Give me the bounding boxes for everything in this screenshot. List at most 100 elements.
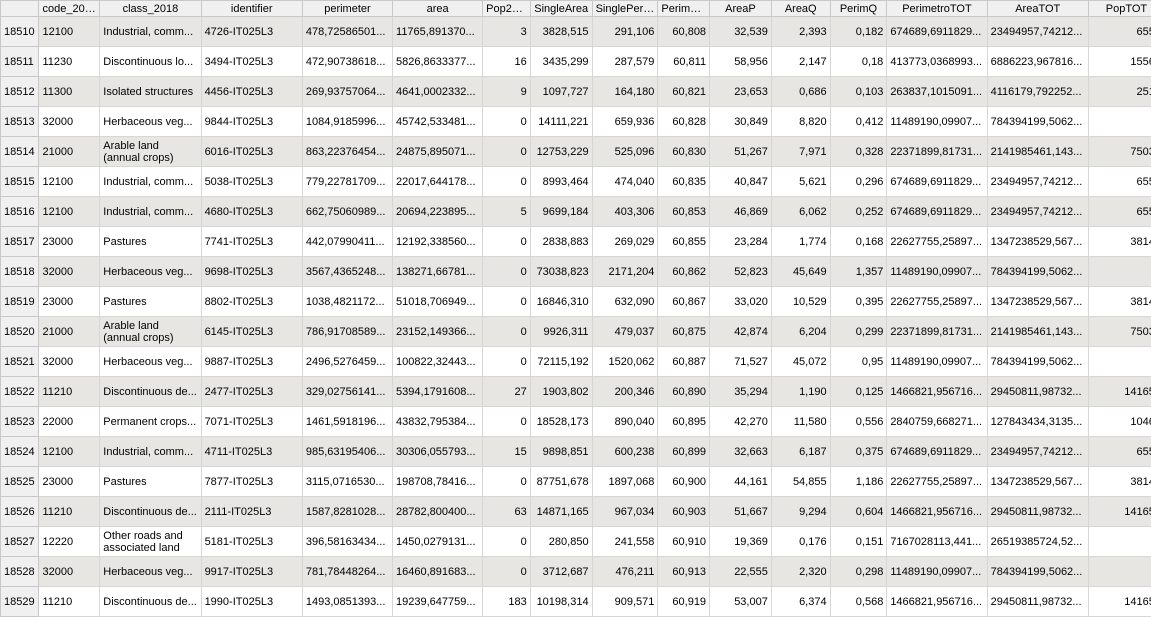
cell-identifier[interactable]: 7071-IT025L3 — [201, 407, 302, 437]
cell-class-2018[interactable]: Industrial, comm... — [100, 17, 201, 47]
row-header[interactable]: 18525 — [1, 467, 39, 497]
cell-poptot[interactable]: 141656 — [1088, 377, 1151, 407]
row-header[interactable]: 18510 — [1, 17, 39, 47]
cell-poptot[interactable]: 75034 — [1088, 137, 1151, 167]
cell-singleperim[interactable]: 890,040 — [592, 407, 658, 437]
cell-areaq[interactable]: 6,187 — [771, 437, 830, 467]
row-header[interactable]: 18516 — [1, 197, 39, 227]
cell-code-2018[interactable]: 11210 — [39, 587, 100, 617]
cell-pop2018[interactable]: 0 — [483, 257, 531, 287]
cell-perimq[interactable]: 0,252 — [830, 197, 887, 227]
cell-singleperim[interactable]: 1520,062 — [592, 347, 658, 377]
cell-perimeter[interactable]: 442,07990411... — [302, 227, 392, 257]
cell-perimetrotot[interactable]: 263837,1015091... — [887, 77, 987, 107]
cell-pop2018[interactable]: 0 — [483, 557, 531, 587]
cell-areatot[interactable]: 29450811,98732... — [987, 497, 1088, 527]
select-all-corner[interactable] — [1, 1, 39, 17]
cell-pop2018[interactable]: 27 — [483, 377, 531, 407]
cell-perimq[interactable]: 0,298 — [830, 557, 887, 587]
cell-areap[interactable]: 32,663 — [710, 437, 772, 467]
cell-pop2018[interactable]: 183 — [483, 587, 531, 617]
cell-code-2018[interactable]: 11230 — [39, 47, 100, 77]
cell-identifier[interactable]: 5181-IT025L3 — [201, 527, 302, 557]
cell-perimp[interactable]: 60,862 — [658, 257, 710, 287]
cell-areatot[interactable]: 1347238529,567... — [987, 287, 1088, 317]
cell-identifier[interactable]: 2477-IT025L3 — [201, 377, 302, 407]
cell-perimetrotot[interactable]: 11489190,09907... — [887, 557, 987, 587]
cell-class-2018[interactable]: Industrial, comm... — [100, 167, 201, 197]
cell-poptot[interactable]: 15566 — [1088, 47, 1151, 77]
cell-perimeter[interactable]: 472,90738618... — [302, 47, 392, 77]
cell-perimeter[interactable]: 396,58163434... — [302, 527, 392, 557]
cell-areaq[interactable]: 1,774 — [771, 227, 830, 257]
cell-code-2018[interactable]: 32000 — [39, 107, 100, 137]
cell-areap[interactable]: 33,020 — [710, 287, 772, 317]
cell-areaq[interactable]: 54,855 — [771, 467, 830, 497]
cell-class-2018[interactable]: Other roads and associated land — [100, 527, 201, 557]
cell-areaq[interactable]: 45,072 — [771, 347, 830, 377]
row-header[interactable]: 18527 — [1, 527, 39, 557]
cell-areap[interactable]: 46,869 — [710, 197, 772, 227]
cell-poptot[interactable]: 0 — [1088, 347, 1151, 377]
cell-class-2018[interactable]: Permanent crops... — [100, 407, 201, 437]
cell-perimp[interactable]: 60,890 — [658, 377, 710, 407]
cell-areap[interactable]: 53,007 — [710, 587, 772, 617]
cell-areatot[interactable]: 23494957,74212... — [987, 197, 1088, 227]
cell-areatot[interactable]: 23494957,74212... — [987, 437, 1088, 467]
cell-poptot[interactable]: 0 — [1088, 257, 1151, 287]
cell-code-2018[interactable]: 32000 — [39, 557, 100, 587]
cell-singlearea[interactable]: 12753,229 — [530, 137, 592, 167]
cell-area[interactable]: 51018,706949... — [393, 287, 483, 317]
cell-areatot[interactable]: 2141985461,143... — [987, 137, 1088, 167]
row-header[interactable]: 18512 — [1, 77, 39, 107]
cell-areaq[interactable]: 2,320 — [771, 557, 830, 587]
row-header[interactable]: 18518 — [1, 257, 39, 287]
cell-singleperim[interactable]: 164,180 — [592, 77, 658, 107]
cell-area[interactable]: 138271,66781... — [393, 257, 483, 287]
cell-perimq[interactable]: 0,395 — [830, 287, 887, 317]
cell-singleperim[interactable]: 291,106 — [592, 17, 658, 47]
row-header[interactable]: 18520 — [1, 317, 39, 347]
cell-areatot[interactable]: 6886223,967816... — [987, 47, 1088, 77]
column-header-pop2018[interactable]: Pop2018 — [483, 1, 531, 17]
cell-areaq[interactable]: 11,580 — [771, 407, 830, 437]
cell-perimetrotot[interactable]: 674689,6911829... — [887, 437, 987, 467]
row-header[interactable]: 18528 — [1, 557, 39, 587]
cell-perimq[interactable]: 0,151 — [830, 527, 887, 557]
cell-pop2018[interactable]: 0 — [483, 287, 531, 317]
cell-areatot[interactable]: 29450811,98732... — [987, 377, 1088, 407]
column-header-class-2018[interactable]: class_2018 — [100, 1, 201, 17]
cell-class-2018[interactable]: Discontinuous lo... — [100, 47, 201, 77]
cell-pop2018[interactable]: 3 — [483, 17, 531, 47]
cell-poptot[interactable]: 38148 — [1088, 287, 1151, 317]
column-header-area[interactable]: area — [393, 1, 483, 17]
cell-identifier[interactable]: 6016-IT025L3 — [201, 137, 302, 167]
cell-singleperim[interactable]: 474,040 — [592, 167, 658, 197]
cell-perimq[interactable]: 0,412 — [830, 107, 887, 137]
cell-class-2018[interactable]: Pastures — [100, 287, 201, 317]
cell-perimetrotot[interactable]: 22627755,25897... — [887, 287, 987, 317]
cell-singleperim[interactable]: 632,090 — [592, 287, 658, 317]
cell-perimeter[interactable]: 662,75060989... — [302, 197, 392, 227]
cell-code-2018[interactable]: 22000 — [39, 407, 100, 437]
cell-areatot[interactable]: 4116179,792252... — [987, 77, 1088, 107]
cell-pop2018[interactable]: 0 — [483, 227, 531, 257]
cell-perimp[interactable]: 60,821 — [658, 77, 710, 107]
cell-class-2018[interactable]: Herbaceous veg... — [100, 107, 201, 137]
cell-poptot[interactable]: 10467 — [1088, 407, 1151, 437]
cell-perimq[interactable]: 0,328 — [830, 137, 887, 167]
cell-class-2018[interactable]: Discontinuous de... — [100, 497, 201, 527]
cell-code-2018[interactable]: 12100 — [39, 17, 100, 47]
row-header[interactable]: 18513 — [1, 107, 39, 137]
cell-areaq[interactable]: 45,649 — [771, 257, 830, 287]
cell-identifier[interactable]: 4680-IT025L3 — [201, 197, 302, 227]
cell-areatot[interactable]: 784394199,5062... — [987, 107, 1088, 137]
cell-areap[interactable]: 22,555 — [710, 557, 772, 587]
cell-code-2018[interactable]: 23000 — [39, 227, 100, 257]
cell-areaq[interactable]: 1,190 — [771, 377, 830, 407]
cell-perimp[interactable]: 60,913 — [658, 557, 710, 587]
cell-perimq[interactable]: 0,375 — [830, 437, 887, 467]
cell-singleperim[interactable]: 659,936 — [592, 107, 658, 137]
